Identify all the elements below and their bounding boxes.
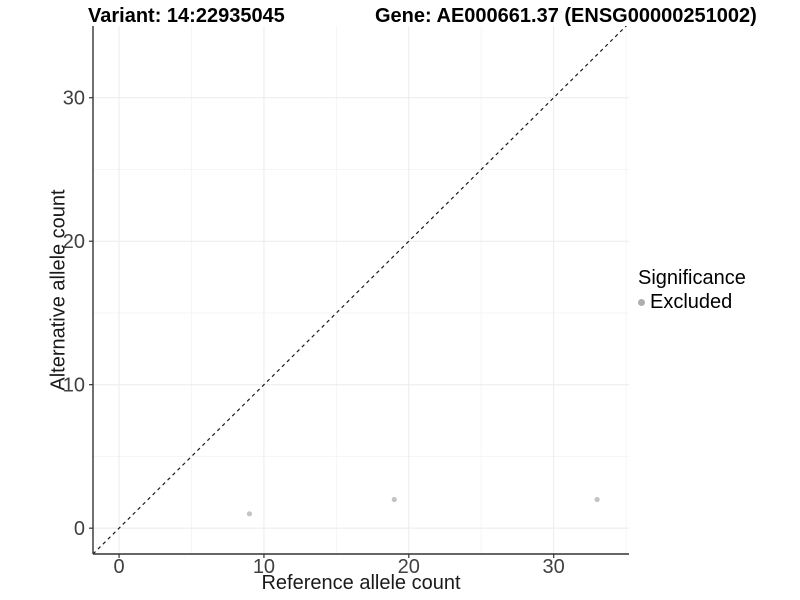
data-point	[391, 496, 397, 503]
legend-point-icon	[638, 299, 645, 306]
x-tick-label: 0	[114, 556, 125, 578]
x-axis-title: Reference allele count	[261, 572, 461, 594]
y-tick-label: 20	[63, 231, 85, 253]
variant-title: Variant: 14:22935045	[88, 5, 285, 27]
legend: Significance Excluded	[638, 267, 746, 314]
legend-item-label: Excluded	[650, 291, 733, 313]
data-point	[246, 511, 253, 517]
legend-item-excluded: Excluded	[638, 291, 746, 314]
y-tick-label: 10	[63, 375, 85, 397]
x-tick-label: 10	[253, 556, 275, 578]
legend-title: Significance	[638, 267, 746, 289]
identity-line	[93, 26, 627, 554]
y-tick-label: 0	[74, 518, 85, 540]
gene-title: Gene: AE000661.37 (ENSG00000251002)	[375, 5, 757, 27]
x-tick-label: 20	[398, 556, 420, 578]
x-tick-label: 30	[543, 556, 565, 578]
data-point	[594, 496, 600, 503]
y-axis-title: Alternative allele count	[47, 189, 70, 391]
y-tick-label: 30	[63, 88, 85, 110]
